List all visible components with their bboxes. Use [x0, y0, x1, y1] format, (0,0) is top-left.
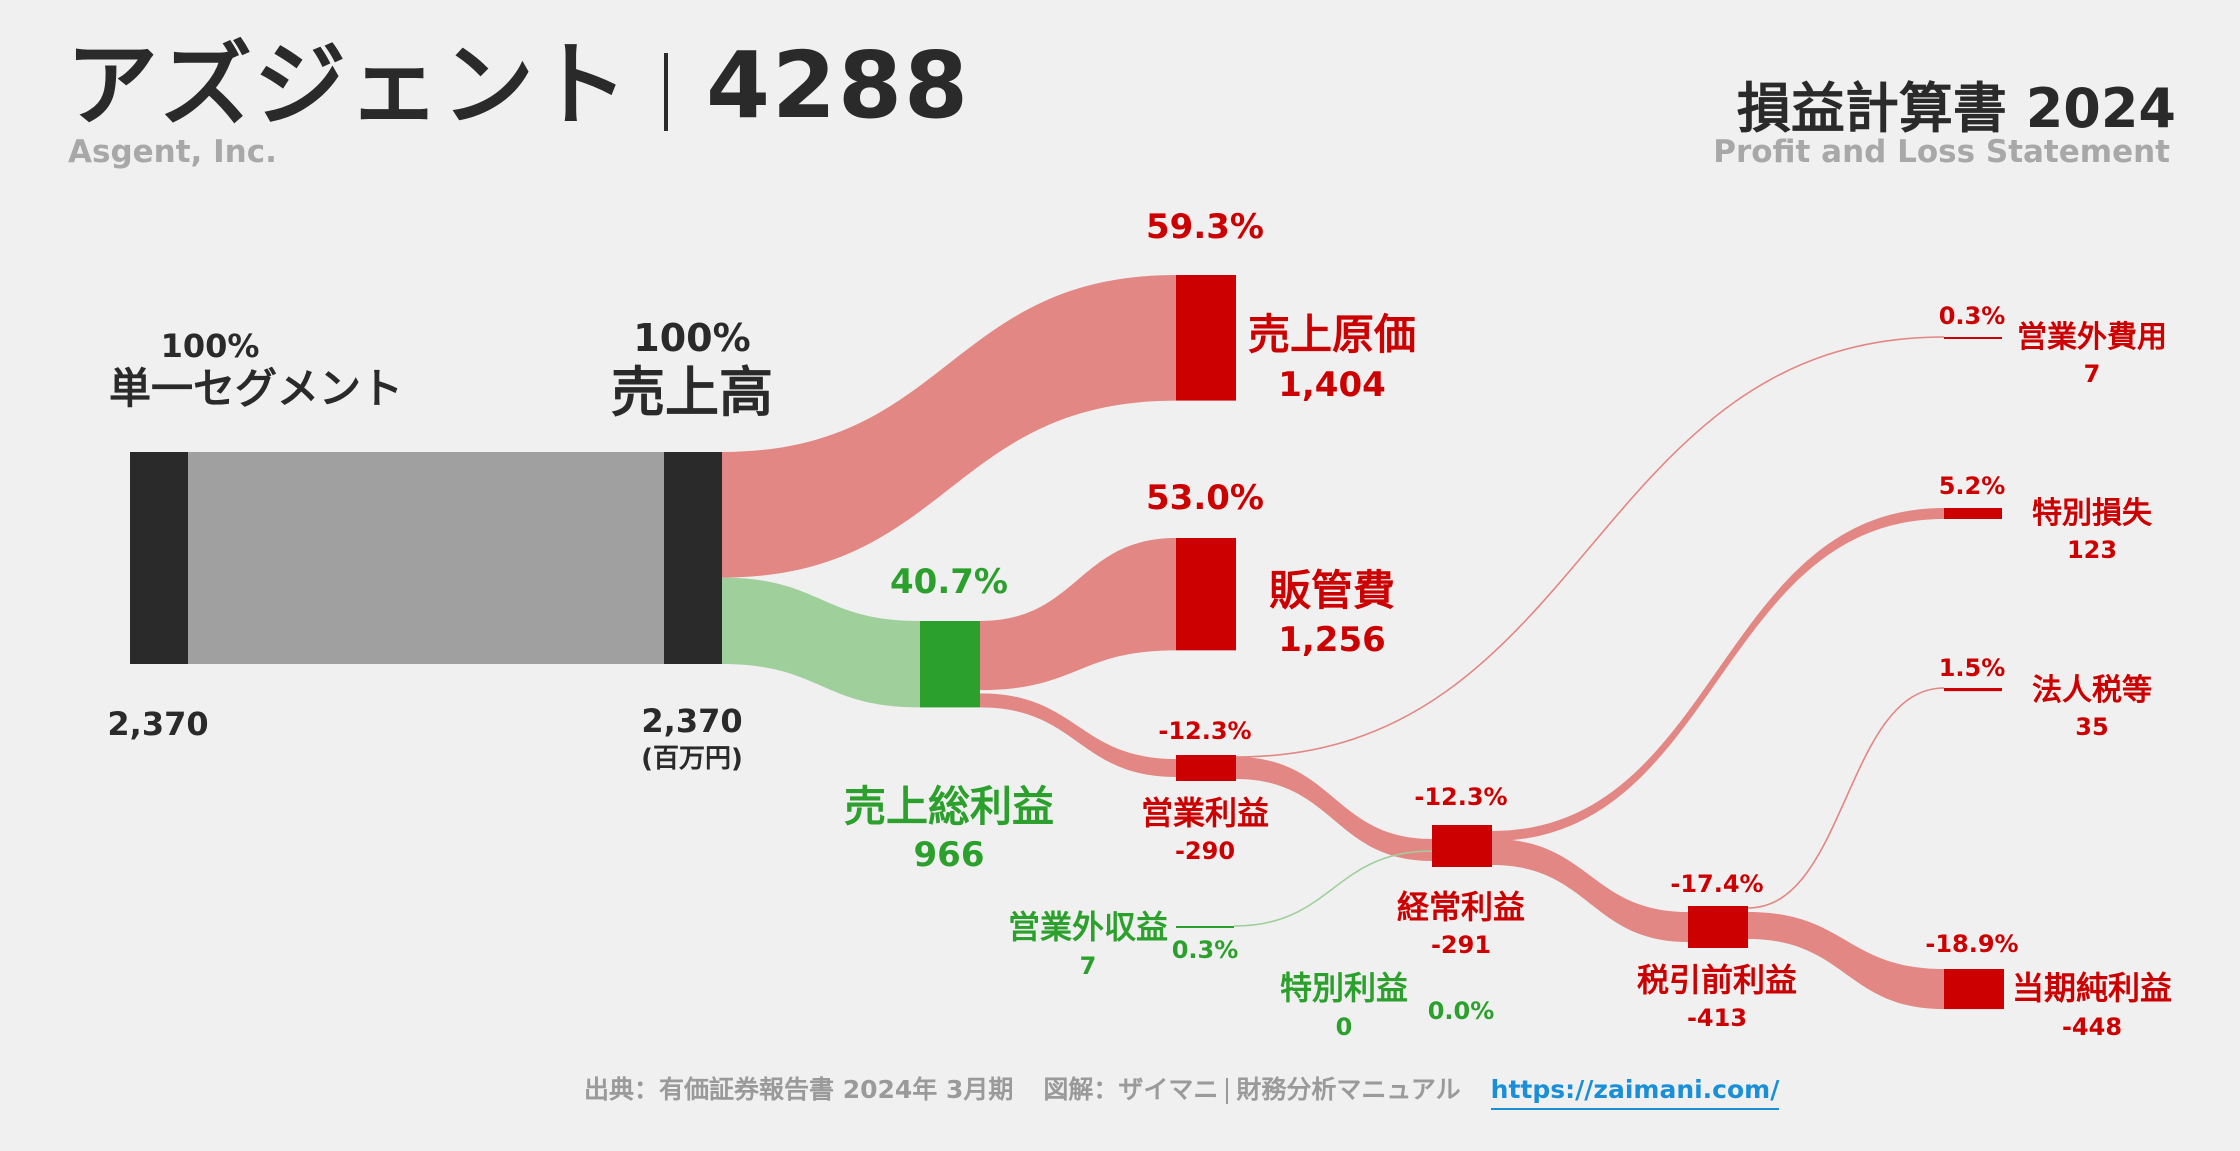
ticker-code: 4288	[706, 32, 971, 139]
flow-revenue-gross	[722, 577, 920, 708]
node-bar-ordinary	[1432, 825, 1492, 867]
label-pct-gross: 40.7%	[890, 562, 1008, 602]
label-name-gross: 売上総利益	[844, 782, 1054, 831]
flow-gross-sga	[980, 538, 1176, 691]
label-value-revenue: 2,370	[641, 702, 742, 740]
node-bar-tax	[1944, 688, 2002, 692]
footer-credit: 図解：ザイマニ	[1043, 1075, 1219, 1104]
label-pct-net: -18.9%	[1925, 930, 2018, 958]
flow-op-ordinary	[1236, 757, 1432, 861]
flow-pretax-net	[1748, 912, 1944, 1010]
label-pct-nonop-expense: 0.3%	[1939, 302, 2006, 330]
title-divider	[664, 52, 669, 131]
label-pct-sga: 53.0%	[1146, 478, 1264, 518]
flow-pretax-tax	[1747, 687, 1945, 909]
flow-op-nonop-expense	[1235, 336, 1945, 758]
flow-gross-op	[980, 693, 1176, 777]
label-name-ordinary: 経常利益	[1397, 888, 1525, 926]
label-pct-op: -12.3%	[1158, 717, 1251, 745]
label-value-op: -290	[1175, 837, 1235, 865]
label-value-ordinary: -291	[1431, 931, 1491, 959]
label-value-nonop-income: 7	[1080, 952, 1097, 980]
company-name: アズジェント	[66, 32, 631, 139]
node-bar-nonop_exp	[1944, 337, 2002, 339]
label-name-nonop-expense: 営業外費用	[2017, 320, 2167, 355]
label-name-ext-gain: 特別利益	[1280, 969, 1408, 1007]
label-pct-tax: 1.5%	[1939, 654, 2006, 682]
label-value-tax: 35	[2075, 713, 2108, 741]
statement-title: 損益計算書 2024	[1736, 77, 2176, 140]
node-bar-revenue	[664, 452, 722, 664]
label-pct-revenue: 100%	[633, 316, 750, 360]
flow-segment-revenue	[188, 452, 664, 664]
label-pct-ext-gain: 0.0%	[1428, 997, 1495, 1025]
flow-ordinary-pretax	[1492, 839, 1688, 942]
label-name-revenue: 売上高	[611, 361, 773, 424]
node-bar-pretax	[1688, 906, 1748, 948]
label-value-sga: 1,256	[1278, 620, 1386, 660]
flow-revenue-cogs	[722, 275, 1176, 578]
label-name-net: 当期純利益	[2012, 969, 2172, 1007]
label-name-segment: 単一セグメント	[109, 364, 403, 413]
footer-divider	[1226, 1078, 1229, 1104]
label-pct-pretax: -17.4%	[1670, 870, 1763, 898]
label-name-nonop-income: 営業外収益	[1008, 908, 1168, 946]
company-title: アズジェント 4288	[66, 26, 970, 146]
label-value-cogs: 1,404	[1278, 365, 1386, 405]
label-pct-cogs: 59.3%	[1146, 207, 1264, 247]
node-bar-sga	[1176, 538, 1236, 651]
label-value-pretax: -413	[1687, 1004, 1747, 1032]
label-name-ext-loss: 特別損失	[2032, 496, 2153, 531]
company-name-en: Asgent, Inc.	[68, 134, 277, 170]
label-name-pretax: 税引前利益	[1637, 961, 1797, 999]
label-name-tax: 法人税等	[2032, 673, 2152, 708]
label-name-cogs: 売上原価	[1248, 310, 1416, 359]
node-bar-nonop_inc	[1176, 926, 1234, 928]
label-value-segment: 2,370	[107, 705, 208, 743]
footer: 出典：有価証券報告書 2024年 3月期 図解：ザイマニ 財務分析マニュアル http…	[584, 1070, 1780, 1110]
node-bar-net	[1944, 969, 2004, 1010]
label-value-ext-gain: 0	[1336, 1013, 1353, 1041]
label-pct-ext-loss: 5.2%	[1939, 472, 2006, 500]
footer-source: 出典：有価証券報告書 2024年 3月期	[584, 1075, 1014, 1104]
flow-ordinary-ext-loss	[1492, 508, 1944, 841]
label-pct-segment: 100%	[161, 327, 260, 365]
node-bar-segment	[130, 452, 188, 664]
node-bar-op	[1176, 755, 1236, 781]
label-unit: (百万円)	[641, 744, 743, 774]
label-value-nonop-expense: 7	[2084, 360, 2101, 388]
node-bar-cogs	[1176, 275, 1236, 401]
label-value-net: -448	[2062, 1013, 2122, 1041]
node-bar-ext_loss	[1944, 508, 2002, 520]
label-value-ext-loss: 123	[2067, 536, 2117, 564]
label-name-op: 営業利益	[1141, 794, 1269, 832]
flow-nonop-income-ordinary	[1233, 850, 1433, 927]
label-name-sga: 販管費	[1269, 566, 1395, 615]
statement-title-en: Profit and Loss Statement	[1713, 134, 2170, 170]
label-pct-ordinary: -12.3%	[1414, 783, 1507, 811]
footer-link[interactable]: https://zaimani.com/	[1490, 1075, 1780, 1110]
label-pct-nonop-income: 0.3%	[1172, 936, 1239, 964]
node-bar-gross	[920, 621, 980, 708]
label-value-gross: 966	[914, 835, 985, 875]
footer-credit-site: 財務分析マニュアル	[1236, 1075, 1461, 1104]
